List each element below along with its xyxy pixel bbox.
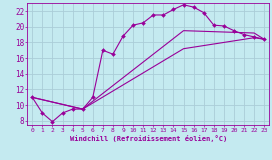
X-axis label: Windchill (Refroidissement éolien,°C): Windchill (Refroidissement éolien,°C) [70, 135, 227, 142]
